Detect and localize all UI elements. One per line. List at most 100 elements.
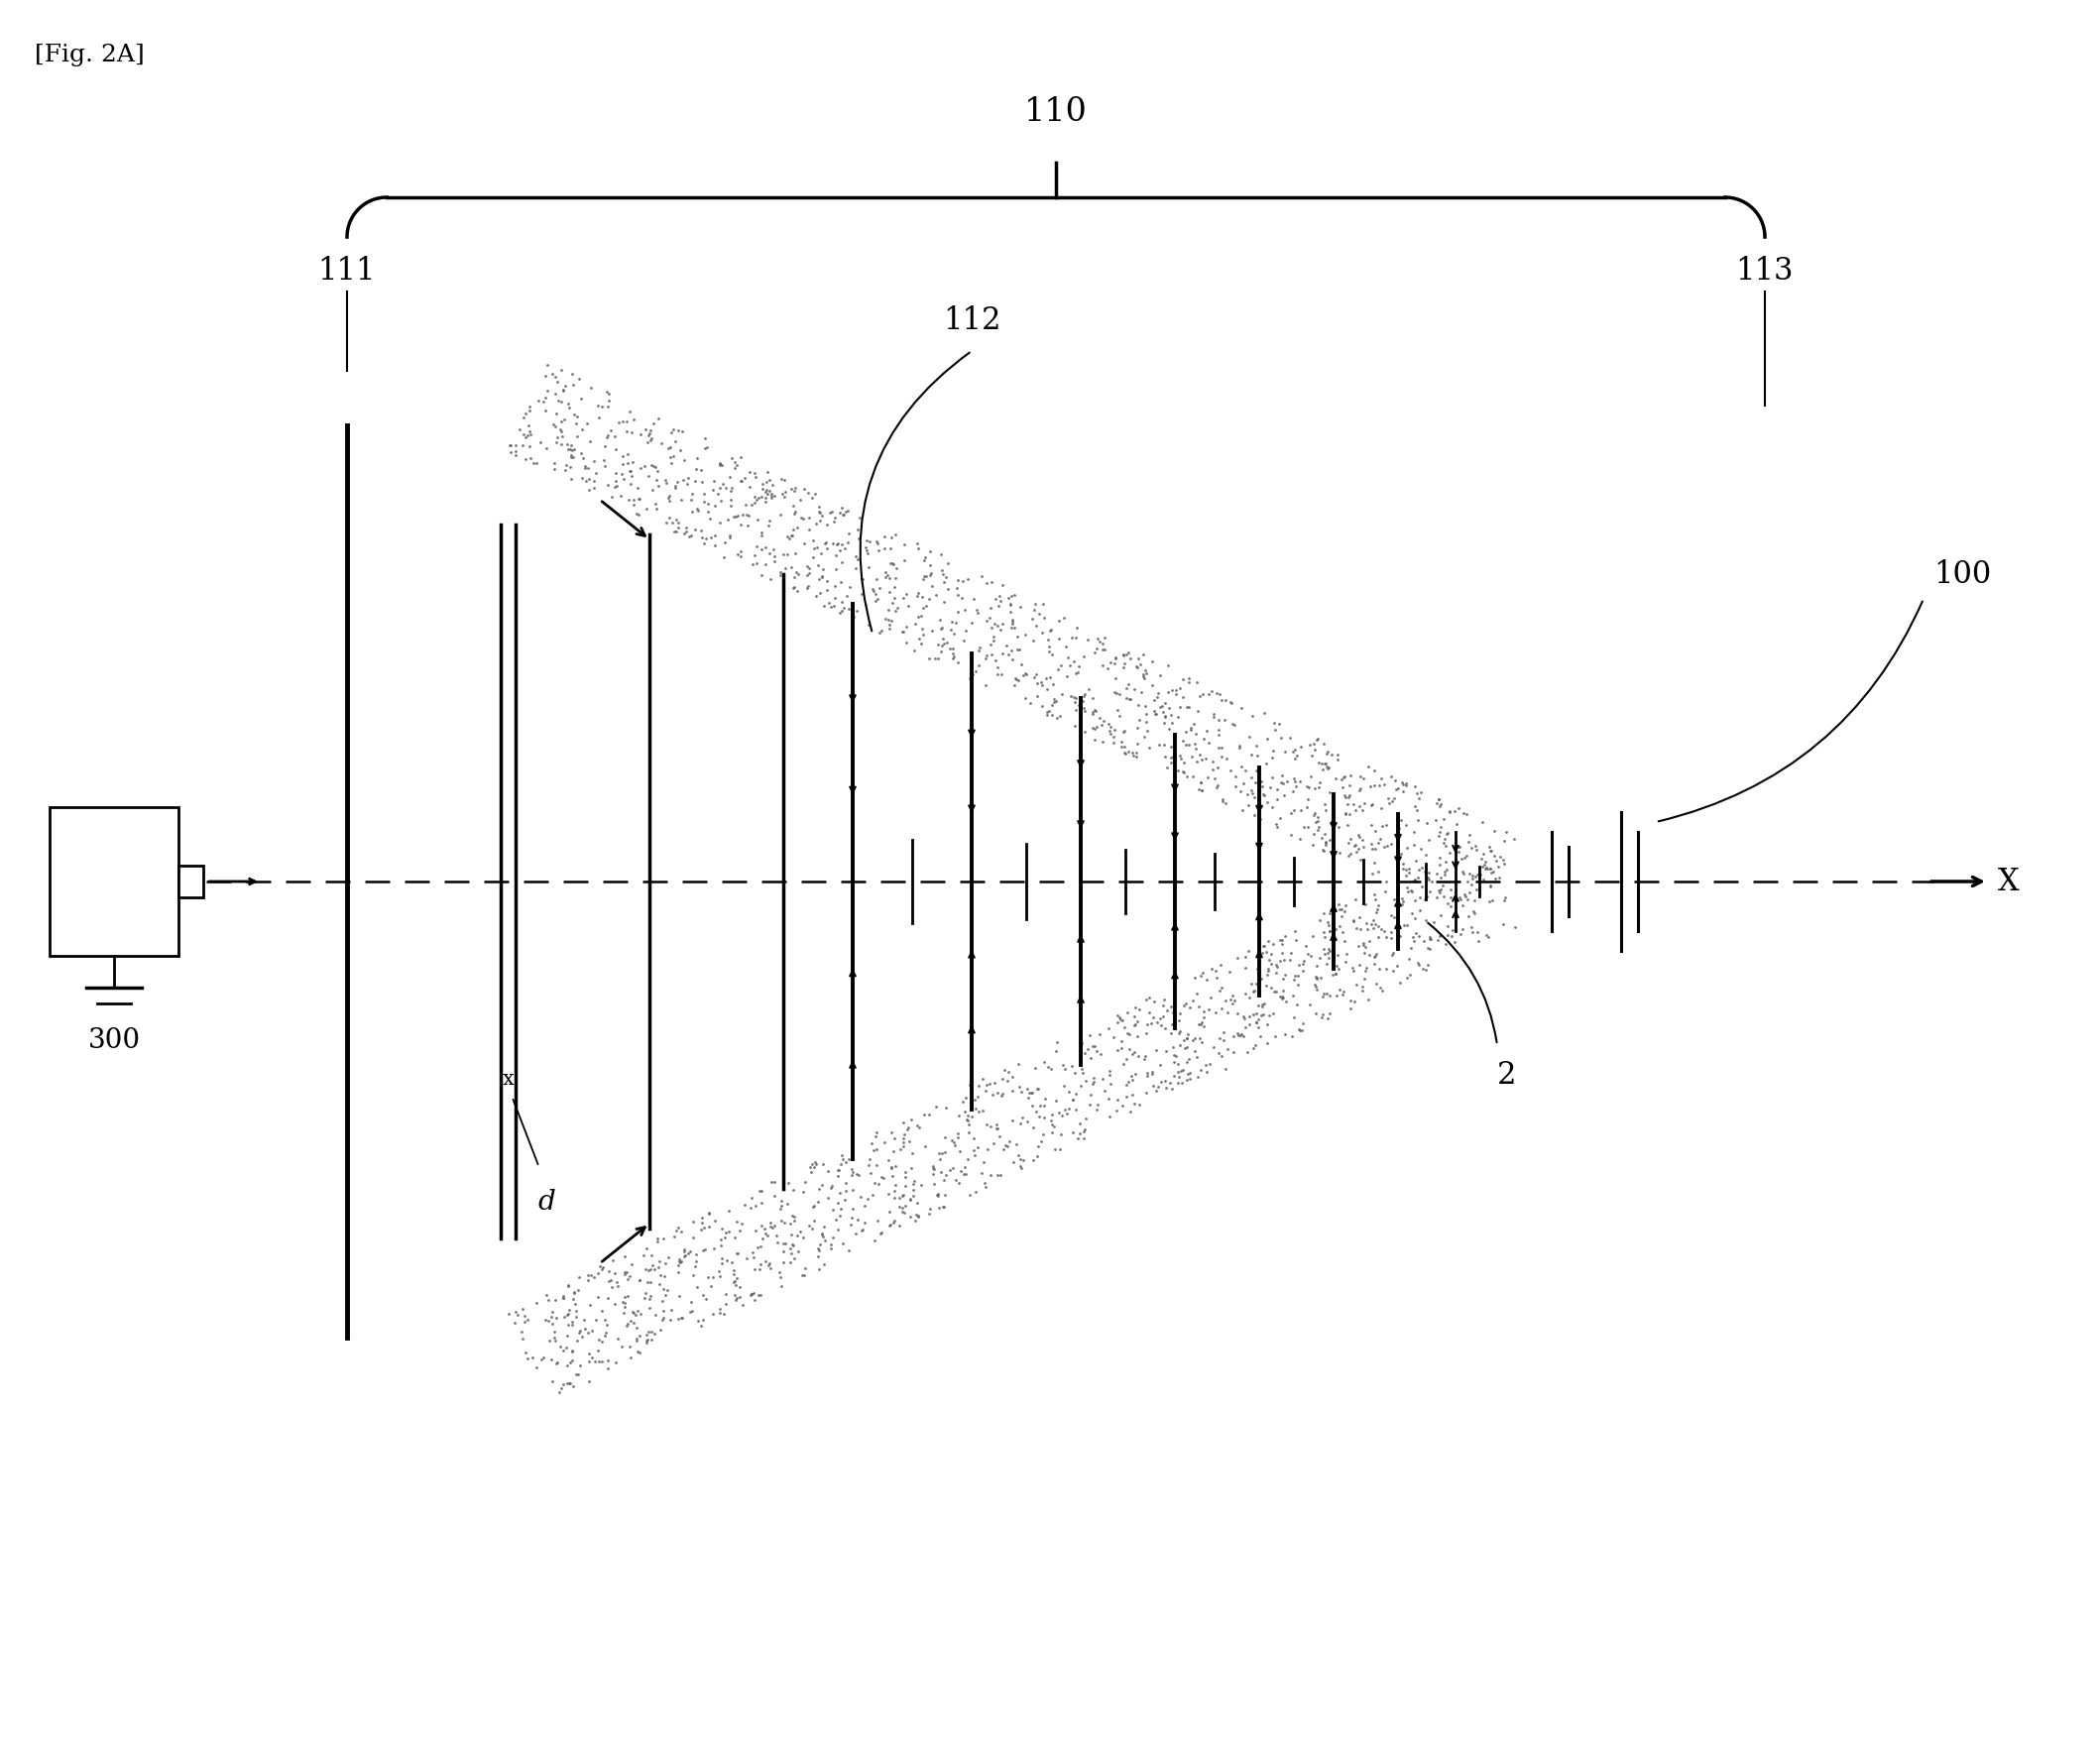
Point (575, 1342, 609, 1371)
Point (1300, 972, 1333, 1000)
Point (790, 552, 823, 580)
Point (735, 490, 769, 519)
Point (1100, 1007, 1134, 1035)
Point (993, 637, 1027, 665)
Point (1130, 658, 1163, 686)
Point (1115, 1062, 1149, 1090)
Point (622, 1337, 655, 1365)
Point (1480, 847, 1514, 875)
Point (714, 1249, 748, 1277)
Point (1441, 838, 1474, 866)
Point (777, 573, 811, 602)
Point (636, 452, 670, 480)
Point (779, 1221, 813, 1249)
Point (785, 1178, 819, 1207)
Point (1277, 796, 1310, 824)
Point (546, 1284, 580, 1312)
Point (647, 1224, 680, 1252)
Point (1056, 1085, 1090, 1113)
Point (1386, 778, 1420, 806)
Point (1040, 688, 1073, 716)
Point (1331, 841, 1365, 870)
Point (1163, 1018, 1197, 1046)
Point (704, 1300, 737, 1328)
Point (561, 423, 594, 452)
Point (746, 536, 779, 564)
Point (1100, 1087, 1134, 1115)
Point (664, 1282, 697, 1311)
Point (1220, 998, 1254, 1027)
Point (1147, 709, 1180, 737)
Point (1060, 1125, 1094, 1154)
Point (764, 466, 798, 494)
Point (1430, 856, 1464, 884)
Point (561, 402, 594, 430)
Point (638, 1300, 672, 1328)
Point (1260, 977, 1294, 1005)
Point (508, 1302, 542, 1330)
Point (1399, 919, 1432, 947)
Point (960, 1132, 993, 1161)
Point (743, 1233, 777, 1261)
Point (1168, 1027, 1201, 1055)
Point (655, 1295, 689, 1323)
Point (1056, 1085, 1090, 1113)
Point (1348, 965, 1382, 993)
Point (754, 1249, 788, 1277)
Point (1170, 990, 1203, 1018)
Point (550, 1334, 584, 1362)
Point (1260, 953, 1294, 981)
Point (569, 1314, 603, 1342)
Point (865, 1164, 899, 1192)
Point (1021, 1132, 1054, 1161)
Point (695, 524, 729, 552)
Point (956, 609, 989, 637)
Point (1050, 663, 1084, 691)
Point (714, 445, 748, 473)
Point (832, 519, 865, 547)
Point (974, 614, 1008, 642)
Point (1239, 757, 1273, 785)
Point (1285, 949, 1319, 977)
Point (498, 1298, 531, 1327)
Point (1460, 875, 1493, 903)
Point (882, 1192, 916, 1221)
Point (1239, 1009, 1273, 1037)
Point (657, 475, 691, 503)
Point (556, 1346, 590, 1374)
Point (1315, 806, 1348, 834)
Point (1191, 965, 1224, 993)
Point (754, 466, 788, 494)
Point (1027, 1048, 1060, 1076)
Point (1388, 861, 1422, 889)
Point (1155, 1011, 1189, 1039)
Point (1302, 773, 1336, 801)
Point (1155, 998, 1189, 1027)
Point (615, 1251, 649, 1279)
Point (1004, 1110, 1037, 1138)
Point (1298, 801, 1331, 829)
Point (1354, 790, 1388, 818)
Point (1468, 850, 1501, 878)
Point (1147, 699, 1180, 727)
Point (1403, 951, 1436, 979)
Point (766, 1237, 800, 1265)
Point (1474, 871, 1508, 900)
Point (1224, 796, 1258, 824)
Point (884, 1136, 918, 1164)
Point (750, 459, 783, 487)
Point (926, 1192, 960, 1221)
Point (1235, 741, 1268, 769)
Point (1092, 1102, 1126, 1131)
Point (563, 1319, 596, 1348)
Point (710, 1289, 743, 1318)
Point (1107, 649, 1140, 677)
Point (1245, 1002, 1279, 1030)
Point (937, 642, 970, 670)
Point (720, 1208, 754, 1237)
Point (886, 1132, 920, 1161)
Point (766, 540, 800, 568)
Point (1281, 990, 1315, 1018)
Point (1451, 868, 1485, 896)
Point (1226, 1023, 1260, 1051)
